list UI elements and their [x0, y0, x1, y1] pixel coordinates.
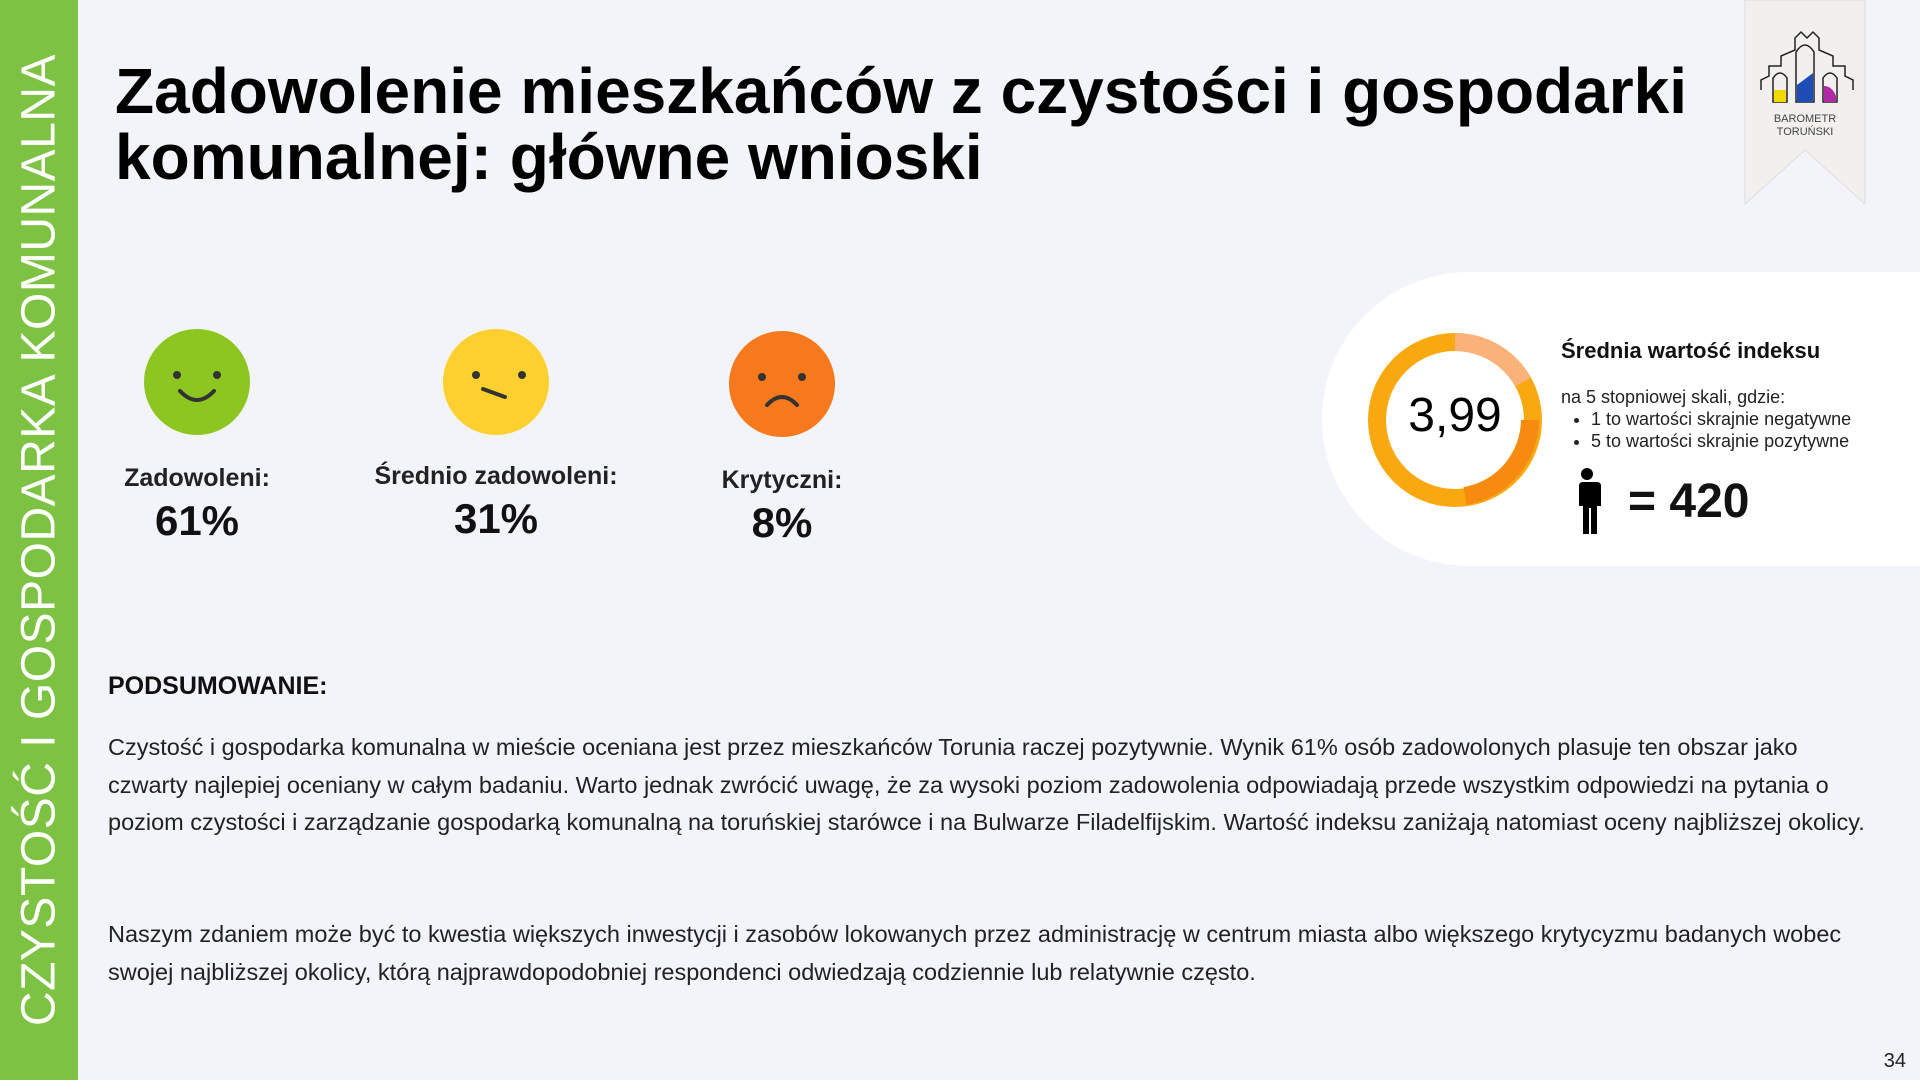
index-title: Średnia wartość indeksu — [1561, 338, 1821, 363]
happy-face-icon — [144, 329, 250, 435]
barometr-torunski-logo: BAROMETR TORUŃSKI — [1743, 0, 1867, 206]
sad-face-icon — [729, 331, 835, 437]
person-icon — [1577, 468, 1601, 534]
metric-critical: Krytyczni: 8% — [721, 466, 843, 546]
neutral-face-icon — [443, 329, 549, 435]
section-sidebar: CZYSTOŚĆ I GOSPODARKA KOMUNALNA — [0, 0, 78, 1080]
index-value: 3,99 — [1408, 389, 1502, 442]
page-number: 34 — [1883, 1050, 1906, 1072]
svg-text:BAROMETR: BAROMETR — [1774, 113, 1836, 125]
summary-paragraph-1: Czystość i gospodarka komunalna w mieści… — [108, 734, 1865, 835]
svg-text:TORUŃSKI: TORUŃSKI — [1777, 125, 1834, 138]
summary-heading: PODSUMOWANIE: — [108, 672, 328, 700]
index-description: na 5 stopniowej skali, gdzie: 1 to warto… — [1561, 386, 1851, 452]
index-ring-icon — [1368, 333, 1542, 507]
metric-medium: Średnio zadowoleni: 31% — [374, 462, 618, 542]
index-panel — [1322, 272, 1920, 566]
metric-satisfied: Zadowoleni: 61% — [124, 464, 270, 544]
page-title: Zadowolenie mieszkańców z czystości i go… — [115, 55, 1687, 193]
summary-paragraph-2: Naszym zdaniem może być to kwestia więks… — [108, 921, 1842, 985]
sample-size: = 420 — [1628, 475, 1750, 528]
